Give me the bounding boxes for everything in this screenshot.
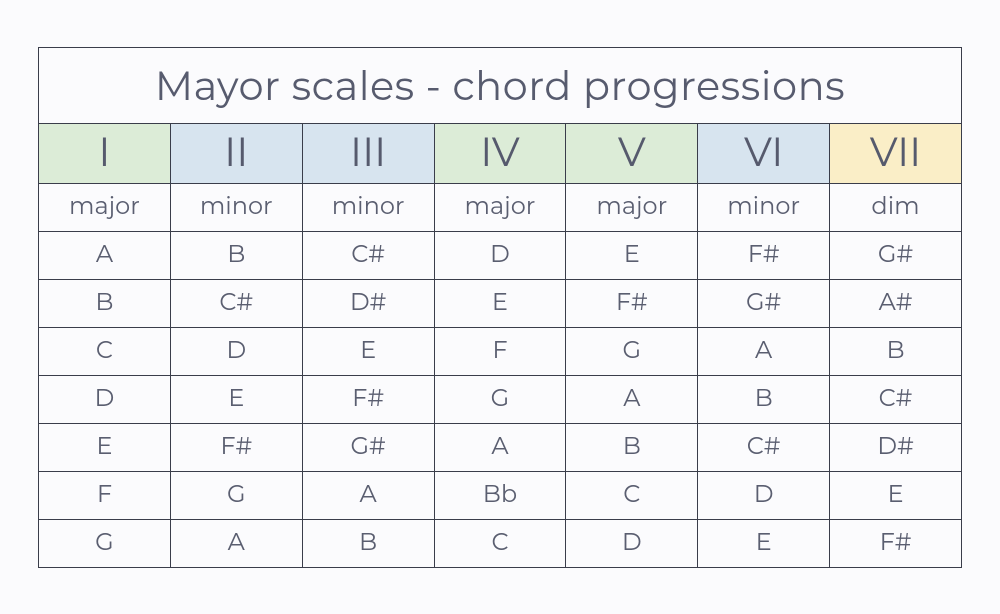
note-cell: F#	[170, 423, 302, 471]
quality-7: dim	[830, 183, 962, 231]
note-cell: D	[698, 471, 830, 519]
note-cell: D#	[302, 279, 434, 327]
note-cell: A	[170, 519, 302, 567]
note-cell: D#	[830, 423, 962, 471]
note-cell: D	[170, 327, 302, 375]
note-cell: F#	[566, 279, 698, 327]
chord-table: Mayor scales - chord progressions I II I…	[38, 47, 962, 568]
note-row: GABCDEF#	[39, 519, 962, 567]
note-cell: B	[170, 231, 302, 279]
note-row: EF#G#ABC#D#	[39, 423, 962, 471]
note-cell: E	[830, 471, 962, 519]
note-cell: A	[566, 375, 698, 423]
note-cell: D	[39, 375, 171, 423]
roman-numeral-row: I II III IV V VI VII	[39, 123, 962, 183]
note-cell: E	[566, 231, 698, 279]
quality-1: major	[39, 183, 171, 231]
note-cell: F	[39, 471, 171, 519]
note-cell: A	[302, 471, 434, 519]
note-rows: ABC#DEF#G#BC#D#EF#G#A#CDEFGABDEF#GABC#EF…	[39, 231, 962, 567]
title-row: Mayor scales - chord progressions	[39, 47, 962, 123]
degree-4: IV	[434, 123, 566, 183]
degree-6: VI	[698, 123, 830, 183]
note-cell: B	[302, 519, 434, 567]
note-cell: C#	[302, 231, 434, 279]
note-row: CDEFGAB	[39, 327, 962, 375]
note-cell: A	[434, 423, 566, 471]
quality-5: major	[566, 183, 698, 231]
note-cell: Bb	[434, 471, 566, 519]
note-cell: B	[566, 423, 698, 471]
note-row: DEF#GABC#	[39, 375, 962, 423]
note-cell: E	[170, 375, 302, 423]
note-cell: E	[698, 519, 830, 567]
note-cell: F	[434, 327, 566, 375]
quality-row: major minor minor major major minor dim	[39, 183, 962, 231]
quality-4: major	[434, 183, 566, 231]
quality-6: minor	[698, 183, 830, 231]
note-cell: C#	[698, 423, 830, 471]
note-cell: G#	[830, 231, 962, 279]
note-cell: G	[39, 519, 171, 567]
degree-5: V	[566, 123, 698, 183]
note-cell: C	[566, 471, 698, 519]
chord-table-container: Mayor scales - chord progressions I II I…	[38, 47, 962, 568]
note-cell: G#	[302, 423, 434, 471]
note-cell: C#	[170, 279, 302, 327]
note-row: BC#D#EF#G#A#	[39, 279, 962, 327]
degree-3: III	[302, 123, 434, 183]
note-cell: E	[434, 279, 566, 327]
note-row: FGABbCDE	[39, 471, 962, 519]
table-title: Mayor scales - chord progressions	[39, 47, 962, 123]
note-cell: G	[434, 375, 566, 423]
note-cell: E	[39, 423, 171, 471]
degree-2: II	[170, 123, 302, 183]
note-cell: D	[566, 519, 698, 567]
degree-7: VII	[830, 123, 962, 183]
note-cell: G#	[698, 279, 830, 327]
note-cell: D	[434, 231, 566, 279]
note-cell: G	[170, 471, 302, 519]
note-cell: C	[434, 519, 566, 567]
note-cell: B	[39, 279, 171, 327]
quality-3: minor	[302, 183, 434, 231]
note-cell: C	[39, 327, 171, 375]
note-cell: A	[39, 231, 171, 279]
note-cell: C#	[830, 375, 962, 423]
note-cell: F#	[830, 519, 962, 567]
note-cell: E	[302, 327, 434, 375]
note-cell: A#	[830, 279, 962, 327]
note-cell: B	[830, 327, 962, 375]
quality-2: minor	[170, 183, 302, 231]
note-cell: G	[566, 327, 698, 375]
note-cell: B	[698, 375, 830, 423]
note-cell: F#	[698, 231, 830, 279]
note-cell: A	[698, 327, 830, 375]
note-cell: F#	[302, 375, 434, 423]
degree-1: I	[39, 123, 171, 183]
note-row: ABC#DEF#G#	[39, 231, 962, 279]
